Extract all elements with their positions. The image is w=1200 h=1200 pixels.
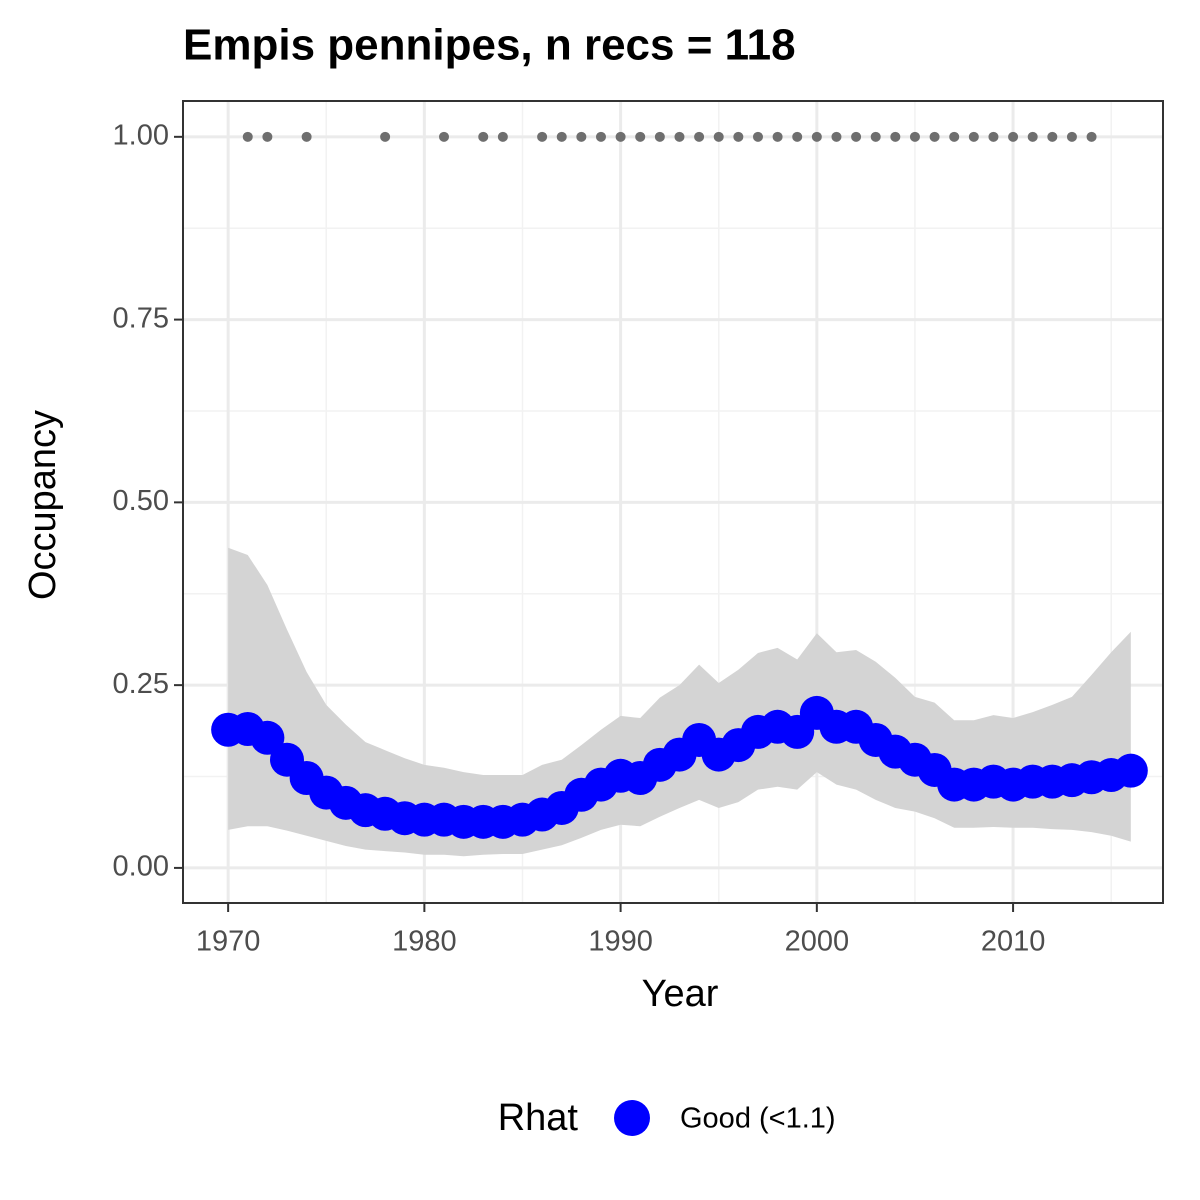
record-dot [654, 131, 665, 142]
record-dot [713, 131, 724, 142]
record-dot [537, 131, 548, 142]
record-dot [811, 131, 822, 142]
legend-marker [614, 1100, 650, 1136]
x-tick-label: 1990 [588, 926, 653, 958]
record-dot [478, 131, 489, 142]
x-tick-label: 2010 [981, 926, 1046, 958]
record-dot [1066, 131, 1077, 142]
record-dot [909, 131, 920, 142]
record-dot [831, 131, 842, 142]
y-tick-label: 0.00 [113, 851, 169, 883]
record-dot [615, 131, 626, 142]
x-tick-label: 2000 [785, 926, 850, 958]
y-tick-label: 0.75 [113, 302, 169, 334]
record-dot [635, 131, 646, 142]
chart-title: Empis pennipes, n recs = 118 [183, 21, 796, 70]
plot-area: 0.00 0.25 0.50 0.75 1.00 1970 1980 1990 2000 2010 [113, 100, 1164, 958]
record-dot [1008, 131, 1019, 142]
record-dot [576, 131, 587, 142]
x-tick-label: 1970 [196, 926, 261, 958]
record-dot [870, 131, 881, 142]
record-dot [1027, 131, 1038, 142]
record-dot [438, 131, 449, 142]
record-dot [949, 131, 960, 142]
record-dot [242, 131, 253, 142]
record-dot [595, 131, 606, 142]
y-axis-title: Occupancy [22, 410, 64, 600]
x-axis-title: Year [642, 973, 719, 1015]
record-dot [929, 131, 940, 142]
y-tick-label: 0.50 [113, 485, 169, 517]
record-dot [752, 131, 763, 142]
legend-title: Rhat [498, 1097, 579, 1139]
record-dot [380, 131, 391, 142]
record-dot [792, 131, 803, 142]
record-dot [262, 131, 273, 142]
record-dot [556, 131, 567, 142]
x-tick-label: 1980 [392, 926, 457, 958]
record-dot [968, 131, 979, 142]
record-dot [497, 131, 508, 142]
record-dot [1047, 131, 1058, 142]
record-dot [890, 131, 901, 142]
record-dot [988, 131, 999, 142]
legend-label: Good (<1.1) [680, 1103, 836, 1135]
y-tick-label: 1.00 [113, 119, 169, 151]
record-dot [674, 131, 685, 142]
record-dot [1086, 131, 1097, 142]
confidence-band [228, 547, 1131, 857]
plot-border [182, 100, 1164, 904]
y-tick-label: 0.25 [113, 668, 169, 700]
record-dot [301, 131, 312, 142]
record-dot [733, 131, 744, 142]
estimate-point [250, 720, 285, 755]
estimate-point [1113, 753, 1148, 788]
record-dot [772, 131, 783, 142]
record-dot [694, 131, 705, 142]
record-dot [851, 131, 862, 142]
